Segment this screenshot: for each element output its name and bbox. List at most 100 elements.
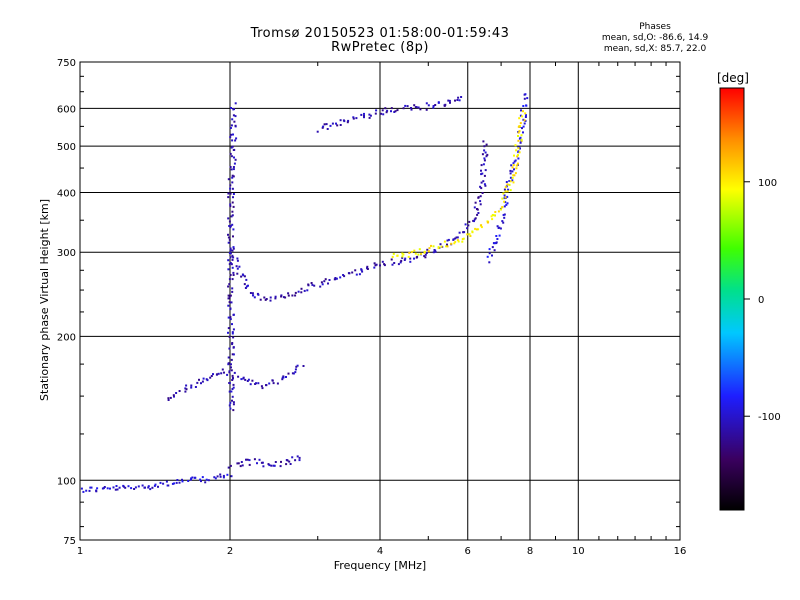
data-point: [294, 371, 297, 374]
data-point: [480, 169, 482, 172]
data-point: [249, 383, 252, 386]
data-point: [322, 125, 325, 128]
data-point: [493, 214, 496, 217]
data-point: [231, 139, 234, 142]
data-point: [231, 266, 234, 269]
data-point: [249, 292, 252, 294]
data-point: [231, 254, 234, 257]
data-point: [454, 237, 457, 240]
data-point: [479, 195, 482, 198]
data-point: [240, 378, 243, 381]
data-point: [271, 379, 274, 382]
data-point: [199, 478, 202, 481]
data-point: [366, 268, 369, 270]
data-point: [518, 151, 521, 154]
data-point: [363, 114, 365, 117]
data-point: [373, 266, 376, 269]
data-point: [369, 114, 372, 117]
data-point: [460, 96, 463, 98]
data-point: [480, 224, 483, 227]
data-point: [236, 257, 239, 260]
data-point: [228, 404, 231, 407]
data-point: [227, 304, 230, 307]
data-point: [456, 239, 459, 242]
data-point: [229, 407, 232, 410]
data-point: [517, 150, 520, 153]
data-point: [287, 372, 290, 375]
data-point: [509, 172, 512, 175]
data-point: [523, 119, 526, 122]
data-point: [502, 192, 505, 195]
data-point: [473, 206, 476, 209]
data-point: [517, 135, 519, 137]
data-point: [500, 208, 502, 211]
data-point: [324, 278, 327, 281]
data-point: [149, 488, 152, 491]
data-point: [474, 227, 477, 230]
data-point: [509, 180, 512, 183]
data-point: [504, 201, 507, 204]
data-point: [480, 181, 483, 184]
data-point: [200, 480, 202, 483]
data-point: [114, 488, 117, 491]
y-axis: 75 100 200 300 400 500 600 750: [57, 58, 680, 547]
data-point: [227, 285, 230, 288]
data-point: [503, 188, 506, 191]
data-point: [233, 371, 236, 374]
data-point: [296, 364, 299, 367]
data-point: [374, 112, 377, 115]
data-point: [347, 119, 350, 122]
data-point: [432, 105, 435, 107]
data-point: [229, 224, 232, 227]
data-point: [453, 242, 456, 245]
data-point: [298, 456, 301, 459]
data-point: [82, 490, 85, 493]
data-point: [443, 104, 446, 107]
data-point: [231, 395, 234, 398]
data-point: [231, 353, 234, 356]
grid-lines: [80, 62, 680, 540]
data-point: [479, 203, 482, 206]
data-point: [274, 461, 277, 463]
data-point: [282, 376, 285, 379]
data-point: [255, 382, 257, 385]
data-point: [207, 479, 210, 482]
data-point: [167, 484, 170, 487]
data-point: [509, 169, 512, 172]
data-point: [397, 263, 400, 266]
data-point: [480, 173, 483, 176]
data-point: [443, 240, 446, 243]
data-point: [184, 387, 187, 390]
data-point: [402, 253, 405, 256]
data-point: [201, 476, 204, 479]
data-point: [393, 111, 396, 113]
data-point: [355, 273, 358, 276]
data-point: [227, 294, 230, 297]
data-point: [228, 283, 231, 286]
data-point: [503, 200, 506, 203]
data-point: [229, 262, 232, 264]
data-point: [235, 137, 238, 140]
data-point: [363, 112, 365, 115]
data-point: [253, 458, 256, 461]
y-tick-label: 300: [57, 248, 76, 259]
data-point: [232, 401, 235, 404]
data-point: [232, 271, 235, 274]
data-point: [295, 365, 298, 368]
data-point: [231, 181, 234, 184]
data-point: [516, 163, 519, 166]
data-point: [169, 396, 172, 399]
data-point: [430, 244, 432, 247]
data-point: [319, 285, 322, 288]
data-point: [497, 210, 500, 213]
data-point: [233, 108, 235, 110]
data-point: [162, 482, 165, 485]
data-point: [230, 133, 233, 136]
data-point: [232, 383, 235, 386]
data-point: [454, 99, 456, 102]
data-point: [227, 236, 230, 239]
data-point: [229, 249, 232, 252]
data-point: [482, 140, 485, 143]
data-point: [231, 399, 233, 402]
